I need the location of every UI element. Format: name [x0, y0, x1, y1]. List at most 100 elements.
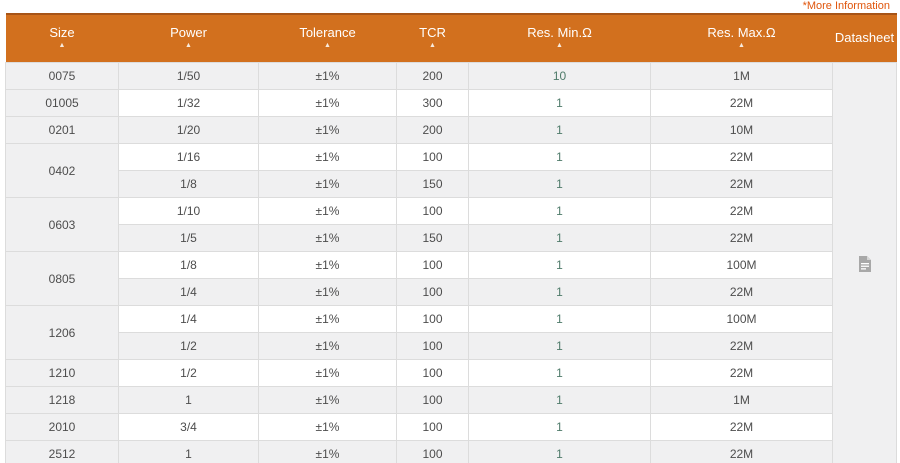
column-label-res-min: Res. Min.Ω	[527, 25, 592, 40]
tcr-cell: 200	[396, 116, 469, 144]
res-min-cell: 1	[468, 197, 651, 225]
tcr-cell: 150	[396, 170, 469, 198]
power-cell: 1	[118, 440, 259, 463]
size-cell: 01005	[5, 89, 119, 117]
res-max-cell: 100M	[650, 251, 833, 279]
tcr-cell: 200	[396, 62, 469, 90]
table-row: 0402 1/16 ±1% 100 1 22M	[5, 143, 897, 198]
power-cell: 1/4	[118, 278, 259, 306]
tcr-cell: 300	[396, 89, 469, 117]
res-min-cell: 1	[468, 305, 651, 333]
res-min-cell: 1	[468, 413, 651, 441]
power-cell: 1/32	[118, 89, 259, 117]
res-max-cell: 22M	[650, 440, 833, 463]
more-information-link[interactable]: *More Information	[802, 0, 890, 12]
table-row: 1210 1/2 ±1% 100 1 22M	[5, 359, 897, 387]
power-cell: 1/4	[118, 305, 259, 333]
res-max-cell: 22M	[650, 359, 833, 387]
table-row: 1/5 ±1% 150 1 22M	[6, 224, 897, 252]
tolerance-cell: ±1%	[258, 170, 397, 198]
power-cell: 3/4	[118, 413, 259, 441]
res-max-cell: 22M	[650, 89, 833, 117]
column-header-size[interactable]: Size ▲	[5, 13, 119, 63]
sort-asc-icon: ▲	[324, 42, 331, 49]
sort-asc-icon: ▲	[58, 42, 66, 49]
table-row: 2010 3/4 ±1% 100 1 22M	[5, 413, 897, 441]
column-label-size: Size	[49, 25, 75, 40]
res-max-cell: 22M	[650, 332, 833, 360]
size-cell: 1210	[5, 359, 119, 387]
tcr-cell: 150	[396, 224, 469, 252]
table-row: 1/8 ±1% 150 1 22M	[6, 170, 897, 198]
power-cell: 1	[118, 386, 259, 414]
res-min-cell: 1	[468, 89, 651, 117]
size-cell: 0603	[5, 197, 119, 252]
tolerance-cell: ±1%	[258, 386, 397, 414]
tolerance-cell: ±1%	[258, 440, 397, 463]
sort-asc-icon: ▲	[185, 42, 192, 49]
res-min-cell: 1	[468, 386, 651, 414]
power-cell: 1/8	[118, 251, 259, 279]
column-header-res-min[interactable]: Res. Min.Ω ▲	[468, 13, 651, 63]
datasheet-file-icon[interactable]	[858, 255, 872, 272]
res-max-cell: 1M	[650, 62, 833, 90]
size-cell: 2512	[5, 440, 119, 463]
table-body: 0075 1/50 ±1% 200 10 1M 01005 1/32 ±1% 300 1 22M 020…	[5, 62, 897, 463]
power-cell: 1/2	[118, 332, 259, 360]
res-min-cell: 1	[468, 143, 651, 171]
res-min-cell: 1	[468, 116, 651, 144]
res-max-cell: 100M	[650, 305, 833, 333]
res-min-cell: 1	[468, 251, 651, 279]
table-row: 1/4 ±1% 100 1 22M	[6, 278, 897, 306]
tcr-cell: 100	[396, 143, 469, 171]
tolerance-cell: ±1%	[258, 359, 397, 387]
tolerance-cell: ±1%	[258, 197, 397, 225]
column-header-tolerance[interactable]: Tolerance ▲	[258, 13, 397, 63]
column-header-res-max[interactable]: Res. Max.Ω ▲	[650, 13, 833, 63]
res-min-cell: 1	[468, 224, 651, 252]
res-max-cell: 1M	[650, 386, 833, 414]
header-row: Size ▲ Power ▲ Tolerance ▲ TCR ▲ Res. Min.Ω ▲ Res.…	[5, 13, 897, 63]
table-row: 0603 1/10 ±1% 100 1 22M	[5, 197, 897, 252]
tolerance-cell: ±1%	[258, 278, 397, 306]
size-cell: 0201	[5, 116, 119, 144]
tcr-cell: 100	[396, 440, 469, 463]
res-max-cell: 22M	[650, 197, 833, 225]
res-min-cell: 1	[468, 170, 651, 198]
table-row: 1218 1 ±1% 100 1 1M	[5, 386, 897, 414]
res-min-cell: 1	[468, 332, 651, 360]
table-row: 0075 1/50 ±1% 200 10 1M	[5, 62, 897, 463]
tcr-cell: 100	[396, 413, 469, 441]
sort-asc-icon: ▲	[738, 42, 745, 49]
tcr-cell: 100	[396, 359, 469, 387]
size-cell: 0075	[5, 62, 119, 90]
res-max-cell: 22M	[650, 278, 833, 306]
column-header-power[interactable]: Power ▲	[118, 13, 259, 63]
table-row: 1/2 ±1% 100 1 22M	[6, 332, 897, 360]
tolerance-cell: ±1%	[258, 62, 397, 90]
column-header-tcr[interactable]: TCR ▲	[396, 13, 469, 63]
res-max-cell: 22M	[650, 224, 833, 252]
table-row: 1206 1/4 ±1% 100 1 100M	[5, 305, 897, 360]
power-cell: 1/2	[118, 359, 259, 387]
table-row: 0201 1/20 ±1% 200 1 10M	[5, 116, 897, 144]
column-label-tcr: TCR	[419, 25, 446, 40]
power-cell: 1/16	[118, 143, 259, 171]
power-cell: 1/5	[118, 224, 259, 252]
column-label-datasheet: Datasheet	[834, 30, 895, 45]
tolerance-cell: ±1%	[258, 143, 397, 171]
tolerance-cell: ±1%	[258, 89, 397, 117]
power-cell: 1/20	[118, 116, 259, 144]
power-cell: 1/10	[118, 197, 259, 225]
tolerance-cell: ±1%	[258, 332, 397, 360]
sort-asc-icon: ▲	[556, 42, 563, 49]
size-cell: 1206	[5, 305, 119, 360]
tcr-cell: 100	[396, 197, 469, 225]
tolerance-cell: ±1%	[258, 224, 397, 252]
size-cell: 1218	[5, 386, 119, 414]
tolerance-cell: ±1%	[258, 305, 397, 333]
res-max-cell: 10M	[650, 116, 833, 144]
column-header-datasheet: Datasheet	[832, 13, 897, 63]
res-max-cell: 22M	[650, 413, 833, 441]
size-cell: 2010	[5, 413, 119, 441]
